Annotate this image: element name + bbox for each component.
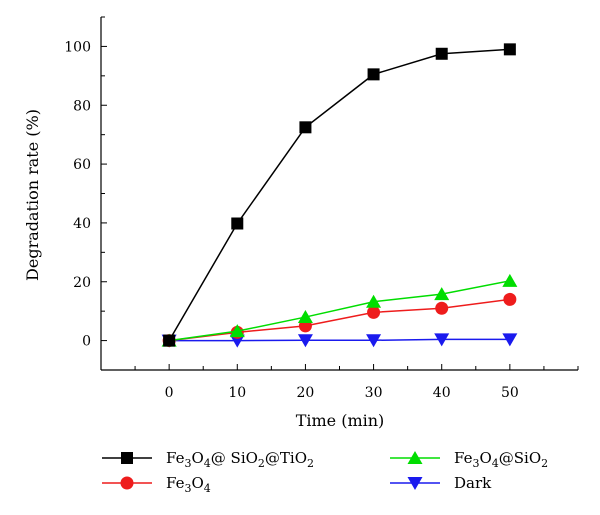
data-point [502, 273, 518, 287]
plot-area [161, 43, 518, 348]
axes: 0 20 40 60 80 100 0 10 20 30 40 50 [64, 16, 579, 401]
legend-marker [407, 451, 423, 464]
data-point [163, 334, 176, 347]
series-line [168, 48, 510, 341]
legend-label: Fe3O4 [166, 474, 211, 495]
x-tick-label: 40 [433, 385, 451, 401]
data-point [367, 305, 381, 319]
series-line [169, 280, 511, 342]
data-point [434, 333, 450, 347]
legend-marker [121, 452, 133, 464]
y-tick-label: 40 [73, 216, 91, 232]
legend: Fe3O4@ SiO2@TiO2 Fe3O4@SiO2 Fe3O4 Dark [102, 449, 548, 495]
data-point [434, 287, 450, 301]
series-line [169, 338, 510, 342]
data-point [297, 310, 313, 324]
legend-label: Fe3O4@SiO2 [454, 449, 548, 470]
y-tick-label: 100 [64, 39, 91, 55]
data-point [229, 324, 245, 338]
y-tick-label: 20 [73, 275, 91, 291]
data-point [503, 43, 516, 56]
legend-label: Fe3O4@ SiO2@TiO2 [166, 449, 314, 470]
data-point [503, 292, 517, 306]
series-group [163, 43, 516, 347]
legend-marker [407, 477, 423, 490]
data-point [229, 334, 245, 348]
data-point [435, 301, 449, 315]
series-group [161, 333, 518, 348]
data-point [366, 334, 382, 348]
data-point [299, 121, 312, 134]
x-axis-title: Time (min) [296, 411, 385, 430]
y-tick-label: 0 [82, 334, 91, 350]
data-point [367, 68, 380, 81]
x-tick-label: 10 [228, 385, 246, 401]
y-axis-title: Degradation rate (%) [23, 109, 42, 281]
series-line [169, 298, 510, 342]
y-tick-label: 60 [73, 157, 91, 173]
data-point [366, 294, 382, 308]
y-tick-label: 80 [73, 98, 91, 114]
x-tick-label: 0 [165, 385, 174, 401]
legend-label: Dark [454, 474, 492, 492]
x-tick-label: 20 [297, 385, 315, 401]
x-tick-label: 30 [365, 385, 383, 401]
data-point [231, 217, 244, 230]
x-tick-label: 50 [501, 385, 519, 401]
data-point [435, 47, 448, 60]
legend-marker [120, 476, 134, 490]
data-point [297, 334, 313, 348]
data-point [502, 333, 518, 347]
